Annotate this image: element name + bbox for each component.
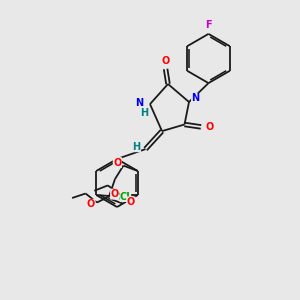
Text: O: O bbox=[206, 122, 214, 132]
Text: O: O bbox=[87, 199, 95, 209]
Text: O: O bbox=[111, 189, 119, 199]
Text: F: F bbox=[205, 20, 212, 30]
Text: N: N bbox=[191, 93, 200, 103]
Text: O: O bbox=[113, 158, 122, 168]
Text: O: O bbox=[161, 56, 170, 66]
Text: O: O bbox=[127, 197, 135, 207]
Text: H: H bbox=[140, 107, 148, 118]
Text: H: H bbox=[132, 142, 141, 152]
Text: Cl: Cl bbox=[120, 191, 131, 202]
Text: N: N bbox=[135, 98, 144, 108]
